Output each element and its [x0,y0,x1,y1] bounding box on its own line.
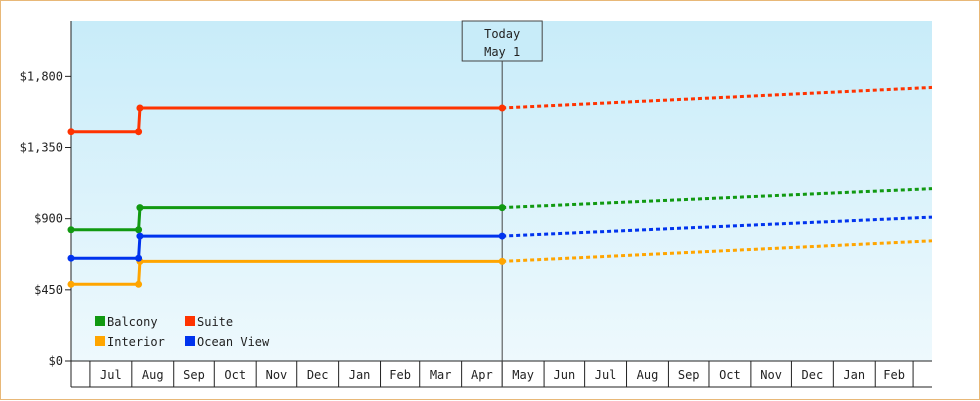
x-tick-label: Aug [637,368,659,382]
x-tick-label: Mar [430,368,452,382]
today-box [461,20,543,62]
today-marker: Today May 1 [461,20,543,387]
data-point [135,128,143,136]
x-tick-label: Nov [266,368,288,382]
series-suite [67,85,933,136]
series-ocean-view [67,215,933,262]
y-tick-label: $0 [49,354,63,368]
legend-swatch [185,336,195,346]
data-point [67,128,75,136]
x-axis: Jul Aug Sep Oct Nov Dec Jan Feb Mar Apr May Jun Jul A… [71,360,932,388]
data-point [498,204,506,212]
x-tick-label: Jul [100,368,122,382]
y-axis: $0 $450 $900 $1,350 $1,800 [20,21,72,387]
x-tick-label: Aug [142,368,164,382]
x-tick-label: Jan [349,368,371,382]
series-layer [67,85,933,288]
legend-label: Interior [107,335,165,349]
series-line-balcony [71,206,503,232]
y-tick-label: $1,800 [20,69,63,83]
data-point [67,254,75,262]
x-tick-label: Jul [595,368,617,382]
x-tick-label: Jun [554,368,576,382]
x-tick-label: Sep [183,368,205,382]
forecast-line-interior [502,239,933,263]
legend-swatch [185,316,195,326]
x-tick-label: Nov [760,368,782,382]
series-line-interior [71,259,503,286]
data-point [136,204,144,212]
data-point [67,226,75,234]
data-point [67,280,75,288]
forecast-line-suite [502,85,933,110]
today-label: Today [484,27,520,41]
plot-area [71,21,932,361]
x-tick-label: Apr [471,368,493,382]
y-tick-label: $900 [34,212,63,226]
x-tick-label: Oct [224,368,246,382]
data-point [498,104,506,112]
series-line-suite [71,106,503,134]
y-tick-label: $450 [34,283,63,297]
series-line-ocean-view [71,234,503,260]
data-point [136,104,144,112]
series-balcony [67,187,933,234]
x-tick-label: Feb [883,368,905,382]
data-point [498,232,506,240]
forecast-line-ocean-view [502,215,933,238]
legend-label: Ocean View [197,335,270,349]
x-tick-label: Feb [389,368,411,382]
data-point [135,280,143,288]
x-tick-label: Oct [719,368,741,382]
x-tick-label: Dec [802,368,824,382]
data-point [498,257,506,265]
legend: Balcony Suite Interior Ocean View [95,315,270,349]
data-point [135,254,143,262]
legend-swatch [95,336,105,346]
data-point [135,226,143,234]
legend-label: Balcony [107,315,158,329]
forecast-line-balcony [502,187,933,210]
x-tick-label: Dec [307,368,329,382]
data-point [136,232,144,240]
legend-swatch [95,316,105,326]
x-tick-label: Sep [678,368,700,382]
y-tick-label: $1,350 [20,141,63,155]
today-date: May 1 [484,45,520,59]
x-tick-label: Jan [843,368,865,382]
legend-label: Suite [197,315,233,329]
x-tick-label: May [512,368,534,382]
